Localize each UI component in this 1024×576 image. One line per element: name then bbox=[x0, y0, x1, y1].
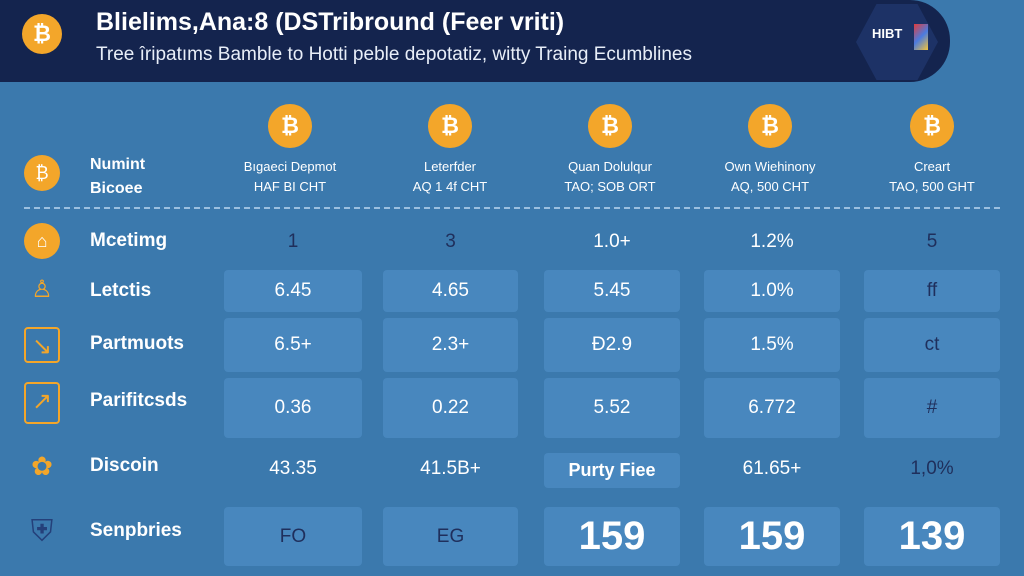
table-cell: 159 bbox=[704, 507, 840, 566]
table-cell: 6.5+ bbox=[224, 318, 362, 372]
table-cell: 0.36 bbox=[224, 378, 362, 438]
shield-icon: ⛨ bbox=[30, 515, 54, 548]
page-subtitle: Tree îripatıms Bamble to Hotti peble dep… bbox=[96, 44, 692, 65]
table-cell: ff bbox=[864, 270, 1000, 312]
bitcoin-icon: ₿ bbox=[24, 155, 60, 191]
table-cell: 3 bbox=[445, 231, 456, 252]
table-cell: FO bbox=[224, 507, 362, 566]
column-header: Bıgaeci Depmot HAF BI CHT bbox=[243, 159, 337, 194]
bitcoin-icon: ₿ bbox=[22, 14, 62, 54]
table-cell: 1,0% bbox=[910, 458, 954, 479]
table-cell: 1.0% bbox=[704, 270, 840, 312]
bitcoin-icon: ₿ bbox=[588, 104, 632, 148]
divider bbox=[24, 207, 1000, 209]
table-cell: 159 bbox=[544, 507, 680, 566]
table-cell: 139 bbox=[864, 507, 1000, 566]
column-header: Own Wiehinony AQ, 500 CHT bbox=[724, 159, 816, 194]
table-cell: Purty Fiee bbox=[544, 453, 680, 488]
table-cell: 5 bbox=[926, 231, 938, 252]
table-cell: 0.22 bbox=[383, 378, 518, 438]
growth-chart-icon: ↗ bbox=[24, 382, 60, 424]
table-cell: # bbox=[864, 378, 1000, 438]
chart-icon: ↘ bbox=[24, 327, 60, 363]
table-cell: 6.45 bbox=[224, 270, 362, 312]
column-header: Leterfder AQ 1 4f CHT bbox=[412, 159, 488, 194]
column-header: Quan Dolulqur TAO; SOB ORT bbox=[564, 159, 656, 194]
table-cell: EG bbox=[383, 507, 518, 566]
row-label: Senpbries bbox=[90, 520, 182, 541]
table-cell: 1.2% bbox=[750, 231, 794, 252]
table-cell: 2.3+ bbox=[383, 318, 518, 372]
table-cell: 6.772 bbox=[704, 378, 840, 438]
table-cell: 43.35 bbox=[269, 458, 317, 479]
bitcoin-icon: ₿ bbox=[428, 104, 472, 148]
bitcoin-icon: ₿ bbox=[748, 104, 792, 148]
corner-header: Numint Bicoee bbox=[90, 156, 146, 197]
row-label: Discoin bbox=[90, 455, 159, 476]
row-label: Letctis bbox=[90, 280, 152, 301]
table-cell: ct bbox=[864, 318, 1000, 372]
table-cell: 5.45 bbox=[544, 270, 680, 312]
table-cell: 1 bbox=[287, 231, 299, 252]
table-cell: 1.5% bbox=[704, 318, 840, 372]
table-cell: 1.0+ bbox=[593, 231, 631, 252]
bell-icon: ♙ bbox=[31, 276, 53, 303]
coins-icon: ✿ bbox=[31, 451, 53, 481]
table-cell: Ð2.9 bbox=[544, 318, 680, 372]
house-icon: ⌂ bbox=[24, 223, 60, 259]
header-banner: ₿ Blielims,Ana:8 (DSTribround (Feer vrit… bbox=[0, 0, 950, 82]
table-cell: 61.65+ bbox=[742, 458, 802, 479]
column-header: Creart TAO, 500 GHT bbox=[889, 159, 975, 194]
brand-logo: HIBT bbox=[856, 4, 938, 80]
table-cell: 4.65 bbox=[383, 270, 518, 312]
bitcoin-icon: ₿ bbox=[268, 104, 312, 148]
bitcoin-icon: ₿ bbox=[910, 104, 954, 148]
table-cell: 41.5B+ bbox=[420, 458, 481, 479]
page-title: Blielims,Ana:8 (DSTribround (Feer vriti) bbox=[96, 8, 565, 36]
logo-text: HIBT bbox=[872, 26, 903, 41]
row-label: Mcetimg bbox=[90, 230, 168, 251]
table-cell: 5.52 bbox=[544, 378, 680, 438]
row-label: Partmuots bbox=[90, 333, 184, 354]
row-label: Parifitcsds bbox=[90, 390, 188, 411]
